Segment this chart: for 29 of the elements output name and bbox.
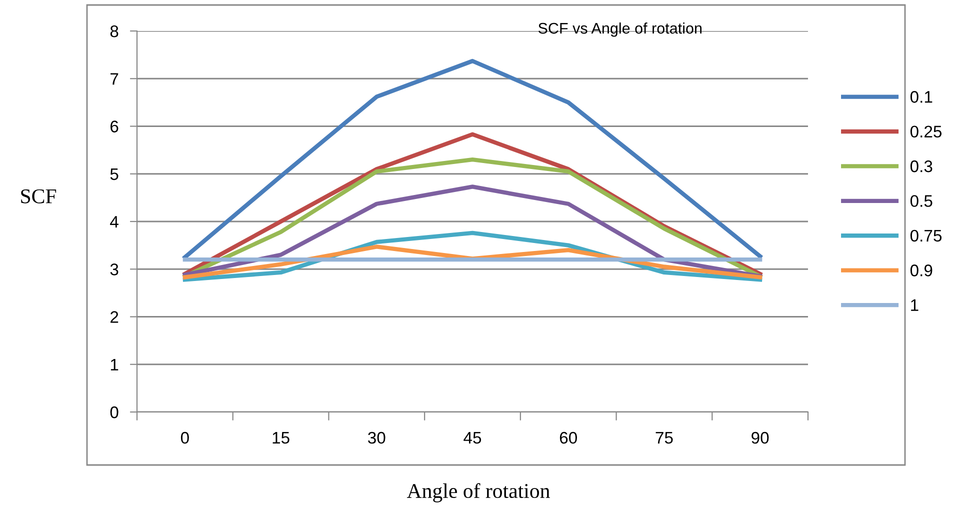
legend-label: 0.1 (910, 91, 932, 103)
x-axis-title: Angle of rotation (406, 483, 550, 502)
legend-label: 0.25 (910, 126, 942, 138)
legend-label: 1 (911, 299, 918, 311)
y-tick-label: 0 (110, 406, 118, 418)
legend-label: 0.5 (910, 195, 932, 207)
legend-label: 0.9 (910, 264, 932, 276)
line-series (182, 158, 762, 278)
x-tick-label: 45 (464, 432, 482, 444)
y-tick-label: 6 (110, 120, 118, 132)
y-tick-label: 5 (110, 168, 118, 180)
y-tick-label: 4 (110, 216, 118, 228)
y-tick-label: 7 (110, 73, 118, 85)
legend-label: 0.75 (910, 230, 942, 242)
legend-label: 0.3 (910, 160, 932, 172)
y-tick-label: 2 (110, 311, 118, 323)
line-series (182, 184, 762, 278)
x-tick-label: 60 (560, 432, 577, 444)
x-tick-label: 30 (368, 432, 386, 444)
y-tick-label: 3 (110, 264, 118, 276)
line-series (182, 58, 762, 260)
y-tick-label: 1 (110, 358, 118, 370)
x-tick-label: 75 (656, 432, 673, 444)
y-axis-title: SCF (21, 189, 56, 204)
x-tick-label: 90 (752, 432, 769, 444)
chart-title: SCF vs Angle of rotation (538, 22, 702, 37)
x-tick-label: 15 (272, 432, 290, 444)
y-tick-label: 8 (110, 25, 118, 38)
x-tick-label: 0 (180, 432, 189, 444)
